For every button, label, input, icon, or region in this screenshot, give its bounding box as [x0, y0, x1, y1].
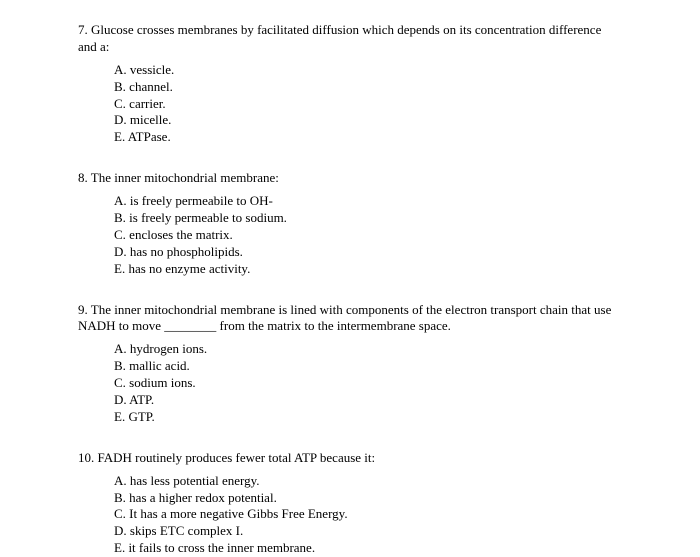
option-b: B. has a higher redox potential. — [114, 490, 622, 507]
options-list: A. has less potential energy. B. has a h… — [78, 473, 622, 557]
question-9: 9. The inner mitochondrial membrane is l… — [78, 302, 622, 426]
option-e: E. it fails to cross the inner membrane. — [114, 540, 622, 557]
options-list: A. is freely permeabile to OH- B. is fre… — [78, 193, 622, 277]
question-text: 7. Glucose crosses membranes by facilita… — [78, 22, 622, 56]
option-b: B. mallic acid. — [114, 358, 622, 375]
option-c: C. sodium ions. — [114, 375, 622, 392]
question-8: 8. The inner mitochondrial membrane: A. … — [78, 170, 622, 277]
option-d: D. ATP. — [114, 392, 622, 409]
question-stem: The inner mitochondrial membrane: — [91, 170, 279, 185]
option-b: B. is freely permeable to sodium. — [114, 210, 622, 227]
option-e: E. has no enzyme activity. — [114, 261, 622, 278]
option-d: D. micelle. — [114, 112, 622, 129]
question-10: 10. FADH routinely produces fewer total … — [78, 450, 622, 557]
options-list: A. hydrogen ions. B. mallic acid. C. sod… — [78, 341, 622, 425]
option-d: D. has no phospholipids. — [114, 244, 622, 261]
option-e: E. GTP. — [114, 409, 622, 426]
option-a: A. has less potential energy. — [114, 473, 622, 490]
question-stem: Glucose crosses membranes by facilitated… — [78, 22, 601, 54]
question-7: 7. Glucose crosses membranes by facilita… — [78, 22, 622, 146]
question-stem: FADH routinely produces fewer total ATP … — [98, 450, 376, 465]
question-text: 10. FADH routinely produces fewer total … — [78, 450, 622, 467]
option-c: C. It has a more negative Gibbs Free Ene… — [114, 506, 622, 523]
option-d: D. skips ETC complex I. — [114, 523, 622, 540]
option-c: C. carrier. — [114, 96, 622, 113]
option-b: B. channel. — [114, 79, 622, 96]
option-a: A. is freely permeabile to OH- — [114, 193, 622, 210]
option-e: E. ATPase. — [114, 129, 622, 146]
options-list: A. vessicle. B. channel. C. carrier. D. … — [78, 62, 622, 146]
option-a: A. vessicle. — [114, 62, 622, 79]
question-text: 9. The inner mitochondrial membrane is l… — [78, 302, 622, 336]
option-a: A. hydrogen ions. — [114, 341, 622, 358]
question-stem: The inner mitochondrial membrane is line… — [78, 302, 611, 334]
option-c: C. encloses the matrix. — [114, 227, 622, 244]
question-number: 10 — [78, 450, 91, 465]
question-text: 8. The inner mitochondrial membrane: — [78, 170, 622, 187]
